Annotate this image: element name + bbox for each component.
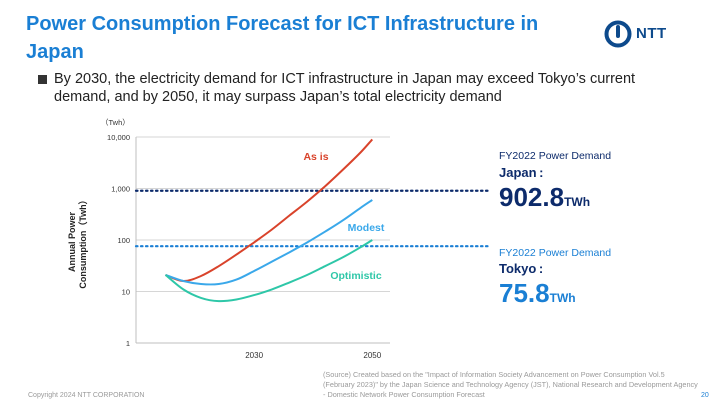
bullet-square-icon [38, 75, 47, 84]
slide-title: Power Consumption Forecast for ICT Infra… [26, 13, 539, 63]
series-label: Modest [348, 222, 385, 234]
y-tick-label: 1 [126, 339, 130, 348]
x-tick-label: 2050 [363, 351, 381, 360]
japan-country-label: Japan : [499, 165, 544, 180]
y-tick-label: 100 [117, 236, 130, 245]
page-number: 20 [701, 392, 709, 399]
source-note: (Source) Created based on the "Impact of… [323, 370, 698, 399]
japan-demand-value: 902.8TWh [499, 182, 611, 213]
series-label: Optimistic [330, 270, 382, 282]
series-line-modest [165, 199, 373, 286]
japan-callout: FY2022 Power Demand Japan : 902.8TWh [499, 150, 611, 213]
tokyo-callout: FY2022 Power Demand Tokyo : 75.8TWh [499, 247, 611, 309]
y-axis-title: Annual PowerConsumption（Twh） [67, 195, 88, 288]
japan-value: 902.8 [499, 182, 565, 212]
tokyo-fy-label: FY2022 Power Demand [499, 247, 612, 259]
series-label: As is [303, 151, 328, 163]
y-unit-label: （Twh） [101, 118, 130, 127]
x-tick-label: 2030 [245, 351, 263, 360]
tokyo-country-label: Tokyo : [499, 261, 544, 276]
ntt-logo-icon [604, 20, 632, 48]
copyright: Copyright 2024 NTT CORPORATION [28, 392, 145, 399]
y-tick-label: 10 [122, 288, 130, 297]
series-line-as-is [165, 138, 374, 283]
ntt-logo: NTT [604, 20, 704, 50]
series-line-optimistic [164, 239, 373, 303]
y-tick-label: 10,000 [107, 133, 130, 142]
y-tick-label: 1,000 [111, 185, 130, 194]
tokyo-value: 75.8 [499, 278, 550, 308]
japan-unit: TWh [564, 195, 591, 209]
japan-fy-label: FY2022 Power Demand [499, 150, 612, 162]
logo-text: NTT [636, 25, 667, 42]
tokyo-unit: TWh [549, 291, 576, 305]
tokyo-demand-value: 75.8TWh [499, 278, 611, 309]
bullet-text: By 2030, the electricity demand for ICT … [54, 71, 636, 105]
